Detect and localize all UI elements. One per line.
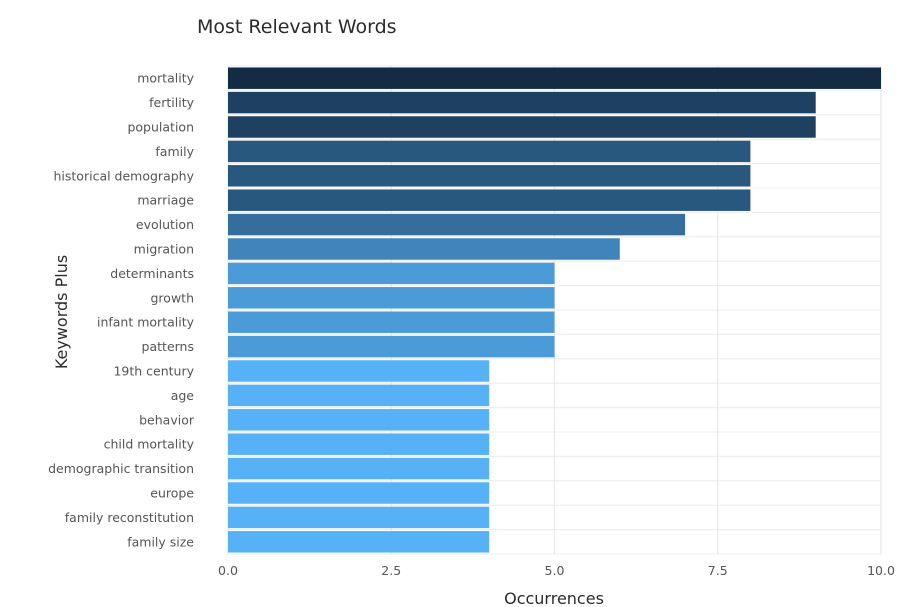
category-label: family size [127,534,194,549]
category-label: family [155,144,194,159]
category-label: family reconstitution [65,510,194,525]
bar [228,189,751,211]
bar [228,433,490,455]
x-tick-labels: 0.0 2.5 5.0 7.5 10.0 [218,563,895,578]
category-label: mortality [137,71,194,86]
category-labels: mortality fertility population family histor… [48,71,195,550]
category-label: evolution [136,217,194,232]
bar [228,91,816,114]
category-label: population [127,120,194,135]
bar [228,335,555,358]
category-label: age [171,388,195,403]
bar [228,384,490,407]
grid-lines [227,65,882,555]
x-tick-label: 5.0 [545,563,565,578]
x-tick-label: 2.5 [381,563,401,578]
category-label: infant mortality [97,315,195,330]
bar [228,360,490,382]
x-tick-label: 10.0 [867,563,895,578]
bar [228,67,881,89]
x-tick-label: 0.0 [218,563,238,578]
bar [228,287,555,309]
category-label: migration [134,242,194,257]
category-label: 19th century [113,364,194,379]
bar [228,116,816,138]
category-label: patterns [142,339,194,354]
category-label: child mortality [104,437,195,452]
bar [228,165,751,187]
bars [228,67,881,553]
category-label: determinants [110,266,194,281]
bar [228,213,686,236]
category-label: historical demography [54,168,195,183]
bar [228,311,555,333]
y-axis-title: Keywords Plus [52,255,71,369]
bar [228,531,490,553]
bar [228,457,490,480]
category-label: marriage [137,193,194,208]
category-label: growth [151,290,195,305]
category-label: behavior [139,412,195,427]
category-label: demographic transition [48,461,194,476]
x-tick-label: 7.5 [708,563,728,578]
bar [228,262,555,285]
x-axis-title: Occurrences [504,589,604,607]
bar [228,482,490,504]
category-label: fertility [149,95,194,110]
category-label: europe [150,486,194,501]
bar [228,140,751,163]
bar [228,409,490,431]
chart-title: Most Relevant Words [197,16,397,38]
bar [228,238,620,260]
bar [228,506,490,529]
